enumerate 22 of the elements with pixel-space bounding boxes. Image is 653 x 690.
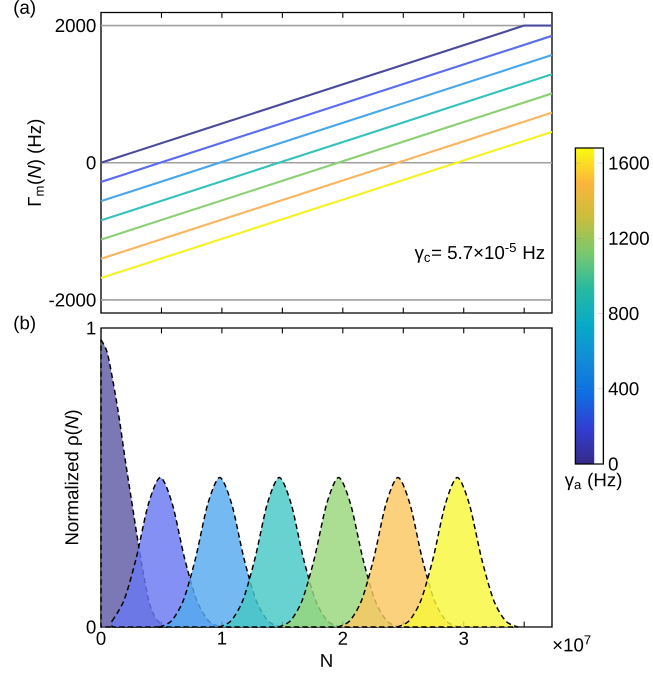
color-bar-label: 0: [608, 457, 618, 471]
chart-title: (a): [14, 0, 35, 18]
text: ×10$^{7}$: [553, 635, 590, 652]
color-bar-label: 400: [608, 382, 638, 396]
x-axis-title: N: [321, 654, 332, 667]
y-tick-label: 2000: [56, 18, 96, 32]
color-bar-label: 1600: [610, 156, 649, 170]
color-bar-label: 800: [608, 306, 638, 320]
annotation: γ$_{c}$= 5.7×10$^{-5}$ Hz: [414, 242, 544, 263]
color-bar-label: 1200: [610, 232, 649, 245]
y-axis-title: Γ$_{m}$(N) (Hz): [27, 120, 45, 206]
y-tick-label: 0: [86, 156, 96, 170]
color-bar-title: γ$_{a}$ (Hz): [564, 472, 622, 490]
x-tick-label: 1: [218, 632, 226, 645]
x-tick-label: 2: [338, 632, 348, 645]
chart-title: (b): [14, 316, 35, 334]
y-tick-label: 1: [87, 322, 96, 334]
y-tick-label: 0: [86, 620, 96, 634]
y-tick-label: -2000: [49, 293, 96, 307]
y-axis-title: Normalized ρ(N): [64, 410, 82, 544]
x-tick-label: 3: [459, 632, 468, 645]
x-tick-label: 0: [96, 632, 106, 645]
